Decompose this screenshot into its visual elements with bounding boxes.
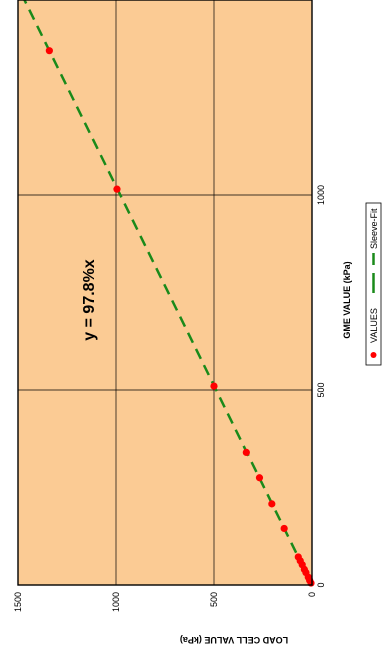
- equation-annotation: y = 97.8%x: [81, 259, 98, 341]
- legend-label-values: VALUES: [369, 308, 379, 343]
- y-axis-title: LOAD CELL VALUE (kPa): [180, 635, 288, 645]
- legend-box: VALUES Sleeve-Fit: [365, 202, 382, 366]
- data-point-11: [242, 448, 250, 456]
- plot-border: [17, 0, 313, 586]
- data-point-8: [280, 524, 288, 533]
- y-tick-label-0: 0: [307, 592, 317, 597]
- y-tick-label-1000: 1000: [111, 592, 121, 612]
- y-tick-label-1500: 1500: [13, 592, 23, 612]
- legend-marker-values: [370, 352, 377, 358]
- x-tick-label-0: 0: [316, 582, 326, 587]
- data-point-14: [45, 47, 53, 55]
- y-tick-label-500: 500: [209, 592, 219, 607]
- data-point-12: [210, 382, 218, 390]
- data-point-10: [255, 474, 264, 482]
- axis-titles: GME VALUE (kPa) LOAD CELL VALUE (kPa): [180, 261, 352, 645]
- legend-label-fit: Sleeve-Fit: [369, 208, 379, 249]
- x-axis-title: GME VALUE (kPa): [342, 261, 352, 338]
- tick-labels: 0500100015050010001500: [13, 185, 326, 612]
- data-point-9: [268, 500, 276, 508]
- data-point-13: [113, 185, 121, 193]
- x-tick-label-1000: 1000: [316, 185, 326, 205]
- x-tick-label-500: 500: [316, 382, 326, 397]
- fit-line: [23, 0, 314, 586]
- legend: VALUES Sleeve-Fit: [365, 202, 382, 366]
- plot-area: y = 97.8%x: [17, 0, 315, 587]
- data-point-7: [294, 553, 302, 561]
